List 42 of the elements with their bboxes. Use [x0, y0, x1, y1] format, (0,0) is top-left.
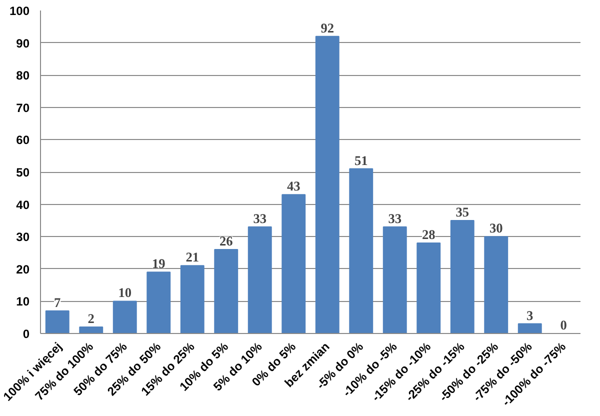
y-tick-label: 60 [16, 133, 30, 148]
data-label: 35 [456, 204, 470, 220]
y-tick-label: 40 [16, 198, 30, 212]
bar [518, 323, 542, 334]
bar [382, 226, 407, 334]
bar [484, 236, 508, 334]
data-label: 33 [253, 210, 267, 226]
bar [79, 326, 104, 334]
data-label: 3 [526, 308, 534, 323]
y-tick-label: 70 [16, 100, 30, 115]
y-tick-label: 100 [9, 4, 30, 18]
bar [112, 300, 137, 334]
y-tick-label: 30 [16, 230, 30, 244]
data-label: 2 [88, 311, 95, 326]
data-label: 26 [219, 234, 234, 249]
bar [180, 265, 204, 334]
bar [214, 249, 238, 334]
data-label: 10 [118, 285, 132, 300]
y-tick-label: 10 [16, 294, 30, 309]
data-label: 28 [422, 227, 436, 242]
data-label: 21 [186, 250, 200, 265]
data-label: 33 [388, 210, 402, 226]
bar [349, 168, 374, 334]
y-tick-label: 20 [16, 262, 30, 276]
bar [315, 36, 340, 334]
bar [450, 220, 474, 334]
bar [416, 242, 441, 334]
bar [146, 272, 171, 334]
bar [282, 194, 306, 334]
y-tick-label: 0 [22, 327, 30, 341]
y-tick-label: 90 [16, 36, 30, 50]
data-label: 19 [152, 256, 166, 272]
data-label: 7 [54, 294, 62, 310]
data-label: 51 [354, 152, 368, 168]
data-label: 0 [560, 318, 568, 332]
data-label: 43 [286, 178, 301, 194]
y-tick-label: 80 [16, 68, 30, 83]
data-label: 92 [320, 20, 334, 36]
bar [45, 310, 70, 334]
data-label: 30 [489, 220, 504, 236]
y-tick-label: 50 [16, 166, 30, 180]
bar [248, 226, 272, 334]
